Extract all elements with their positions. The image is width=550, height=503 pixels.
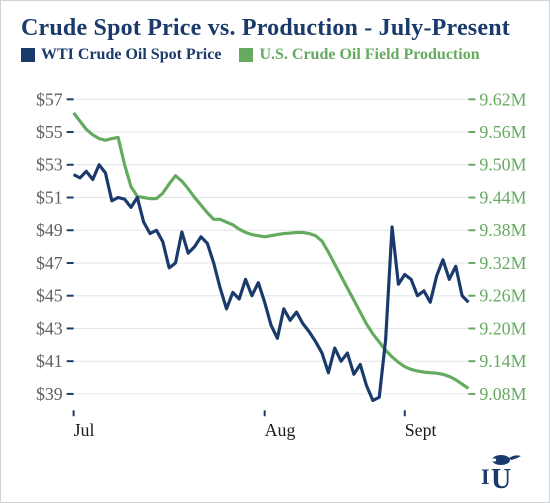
chart-legend: WTI Crude Oil Spot Price U.S. Crude Oil …: [21, 46, 533, 64]
brand-logo-icon: I U: [479, 454, 527, 490]
chart-svg: $39 $41 $43 $45 $47 $49 $51 $53 $55 $57 9.08M 9.14M…: [17, 75, 533, 448]
svg-text:9.26M: 9.26M: [479, 286, 526, 306]
svg-text:9.14M: 9.14M: [479, 351, 526, 371]
svg-text:$47: $47: [36, 253, 63, 273]
svg-text:I: I: [481, 464, 490, 489]
legend-item-wti: WTI Crude Oil Spot Price: [21, 46, 221, 64]
svg-text:$49: $49: [36, 220, 63, 240]
legend-item-prod: U.S. Crude Oil Field Production: [239, 46, 479, 64]
svg-text:Aug: Aug: [265, 420, 296, 440]
svg-text:U: U: [491, 464, 511, 490]
svg-text:$39: $39: [36, 384, 63, 404]
svg-text:Jul: Jul: [74, 420, 95, 440]
svg-text:Sept: Sept: [405, 420, 437, 440]
chart-title: Crude Spot Price vs. Production - July-P…: [21, 15, 533, 42]
svg-text:$55: $55: [36, 122, 63, 142]
legend-label-prod: U.S. Crude Oil Field Production: [259, 46, 479, 64]
svg-text:9.50M: 9.50M: [479, 155, 526, 175]
svg-text:9.62M: 9.62M: [479, 89, 526, 109]
chart-plot: $39 $41 $43 $45 $47 $49 $51 $53 $55 $57 9.08M 9.14M…: [17, 75, 533, 448]
svg-text:9.56M: 9.56M: [479, 122, 526, 142]
series-wti: [74, 165, 469, 401]
svg-text:9.08M: 9.08M: [479, 384, 526, 404]
series-prod: [74, 113, 469, 389]
legend-label-wti: WTI Crude Oil Spot Price: [41, 46, 221, 64]
svg-text:9.44M: 9.44M: [479, 187, 526, 207]
chart-card: Crude Spot Price vs. Production - July-P…: [0, 0, 550, 503]
svg-text:$53: $53: [36, 155, 63, 175]
svg-text:9.20M: 9.20M: [479, 318, 526, 338]
svg-text:9.38M: 9.38M: [479, 220, 526, 240]
svg-text:$51: $51: [36, 187, 63, 207]
svg-text:$57: $57: [36, 89, 63, 109]
legend-swatch-wti: [21, 48, 35, 62]
svg-text:9.32M: 9.32M: [479, 253, 526, 273]
brand-logo: I U: [479, 454, 527, 490]
svg-text:$45: $45: [36, 286, 63, 306]
legend-swatch-prod: [239, 48, 253, 62]
svg-text:$41: $41: [36, 351, 63, 371]
svg-text:$43: $43: [36, 318, 63, 338]
